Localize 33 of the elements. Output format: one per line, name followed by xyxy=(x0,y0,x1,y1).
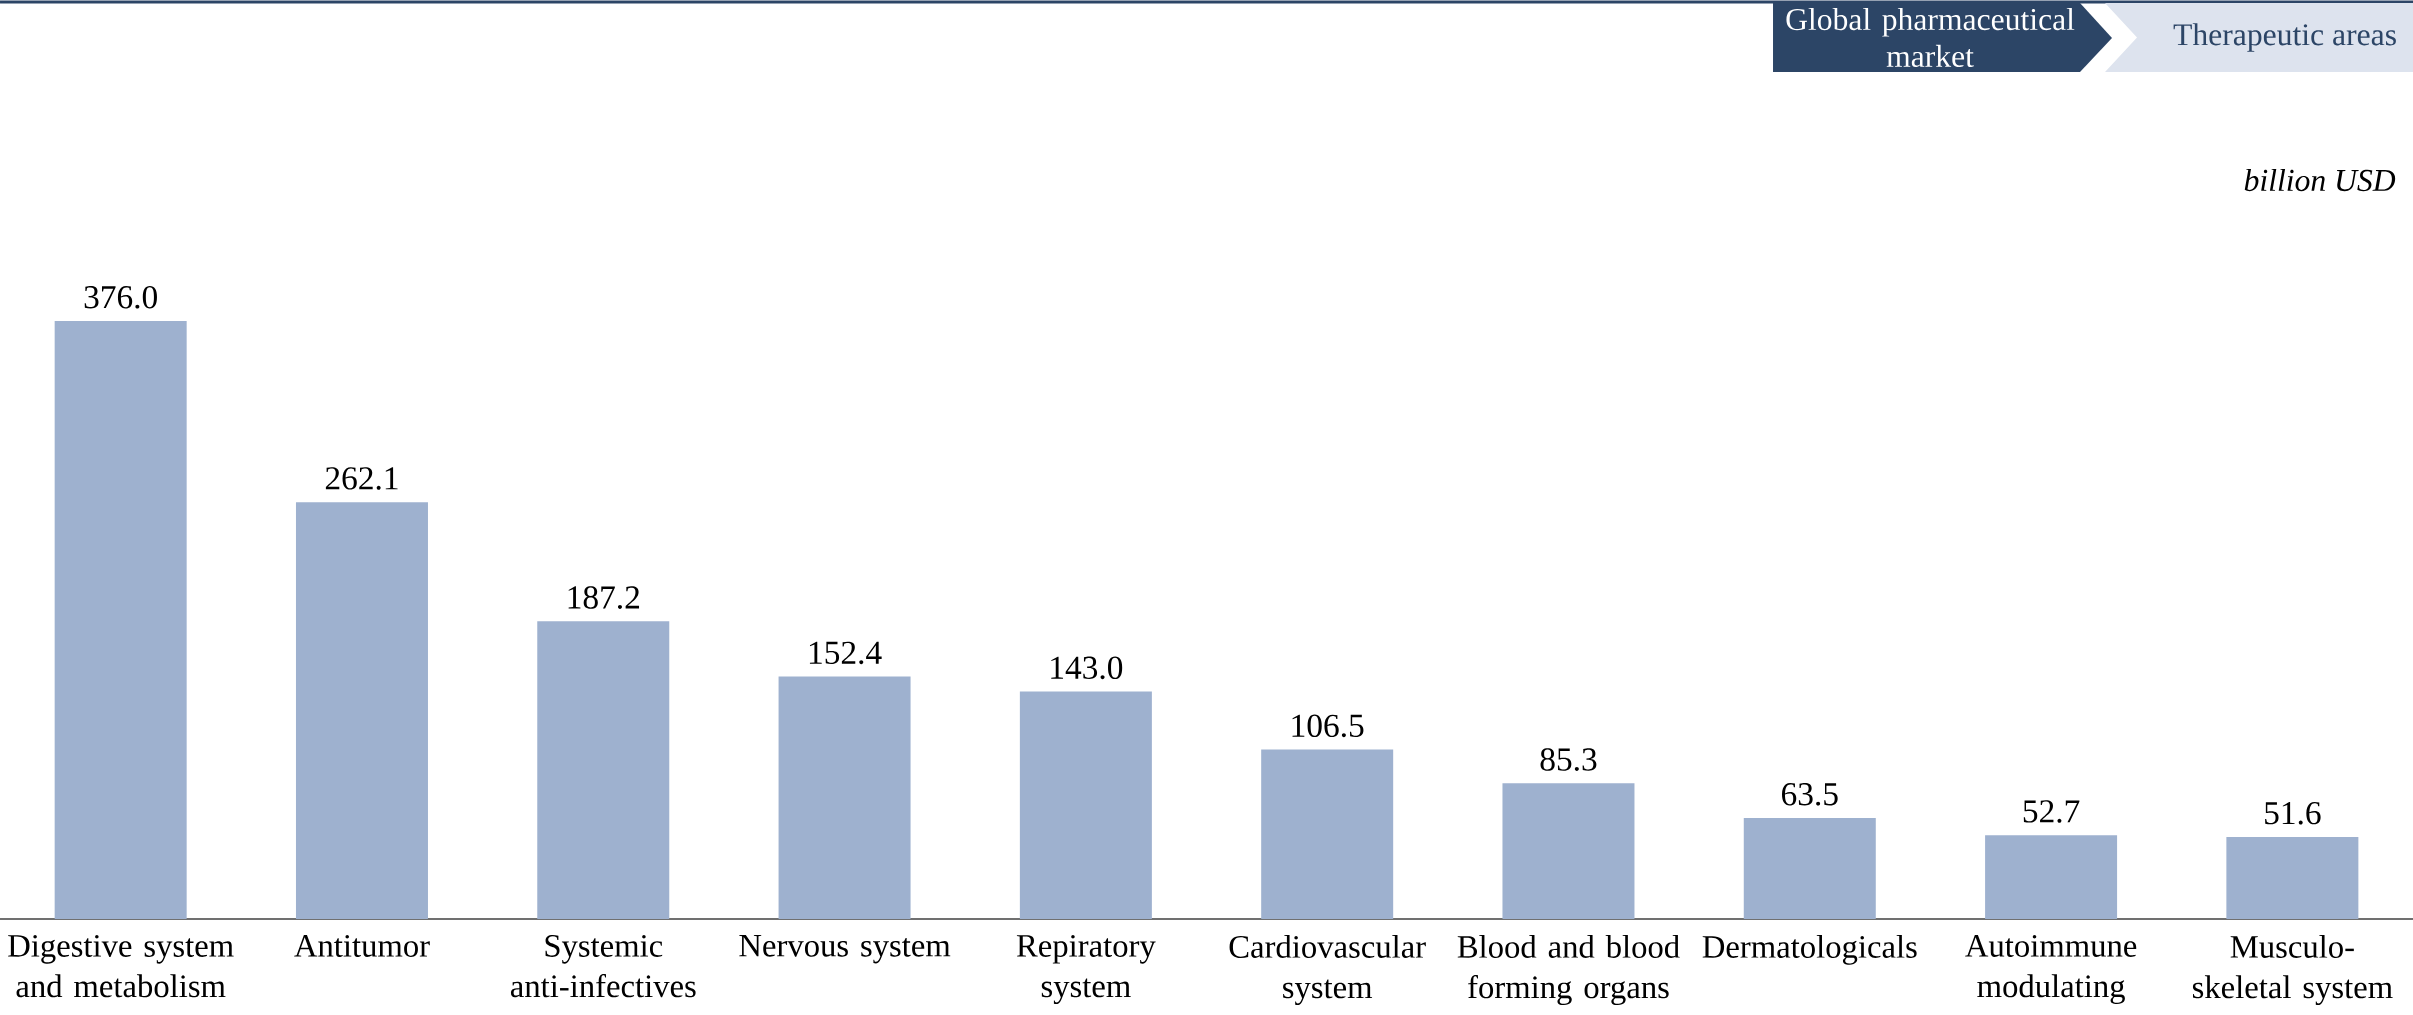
data-label: 85.3 xyxy=(1540,748,1597,771)
x-tick-label: Digestive system and metabolism xyxy=(8,934,234,998)
data-label: 52.7 xyxy=(2023,800,2080,823)
data-label: 63.5 xyxy=(1781,783,1838,806)
data-label: 262.1 xyxy=(325,467,398,490)
bar xyxy=(537,621,670,919)
bar xyxy=(1985,835,2118,919)
data-label: 187.2 xyxy=(568,586,640,609)
x-tick-label: Repiratory system xyxy=(1016,934,1156,1005)
x-tick-label: Blood and blood forming organs xyxy=(1457,934,1680,1006)
x-tick-label: Nervous system xyxy=(739,934,951,964)
text: billion USD xyxy=(2244,168,2396,192)
data-label: 106.5 xyxy=(1292,714,1364,738)
bar xyxy=(295,502,428,919)
x-tick-label: Dermatologicals xyxy=(1702,934,1917,965)
x-tick-label: Cardiovascular system xyxy=(1229,934,1426,1006)
bar xyxy=(1019,691,1152,919)
x-tick-label: Antitumor xyxy=(294,934,430,957)
text: Global pharmaceutical market xyxy=(1786,7,2075,68)
bar xyxy=(1502,783,1635,919)
x-tick-label: Systemic anti-infectives xyxy=(510,934,696,998)
x-tick-label: Musculo-skeletal system xyxy=(2192,934,2393,1006)
bar xyxy=(778,676,911,919)
bar xyxy=(1743,818,1876,919)
bar xyxy=(54,321,187,919)
data-label: 376.0 xyxy=(84,285,157,309)
x-tick-label: Autoimmune modulating xyxy=(1965,934,2137,1005)
data-label: 152.4 xyxy=(809,641,882,665)
data-label: 143.0 xyxy=(1051,656,1123,680)
data-label: 51.6 xyxy=(2265,801,2321,825)
bar xyxy=(1261,749,1394,919)
bar xyxy=(2226,836,2359,919)
text: Therapeutic areas xyxy=(2173,23,2396,52)
